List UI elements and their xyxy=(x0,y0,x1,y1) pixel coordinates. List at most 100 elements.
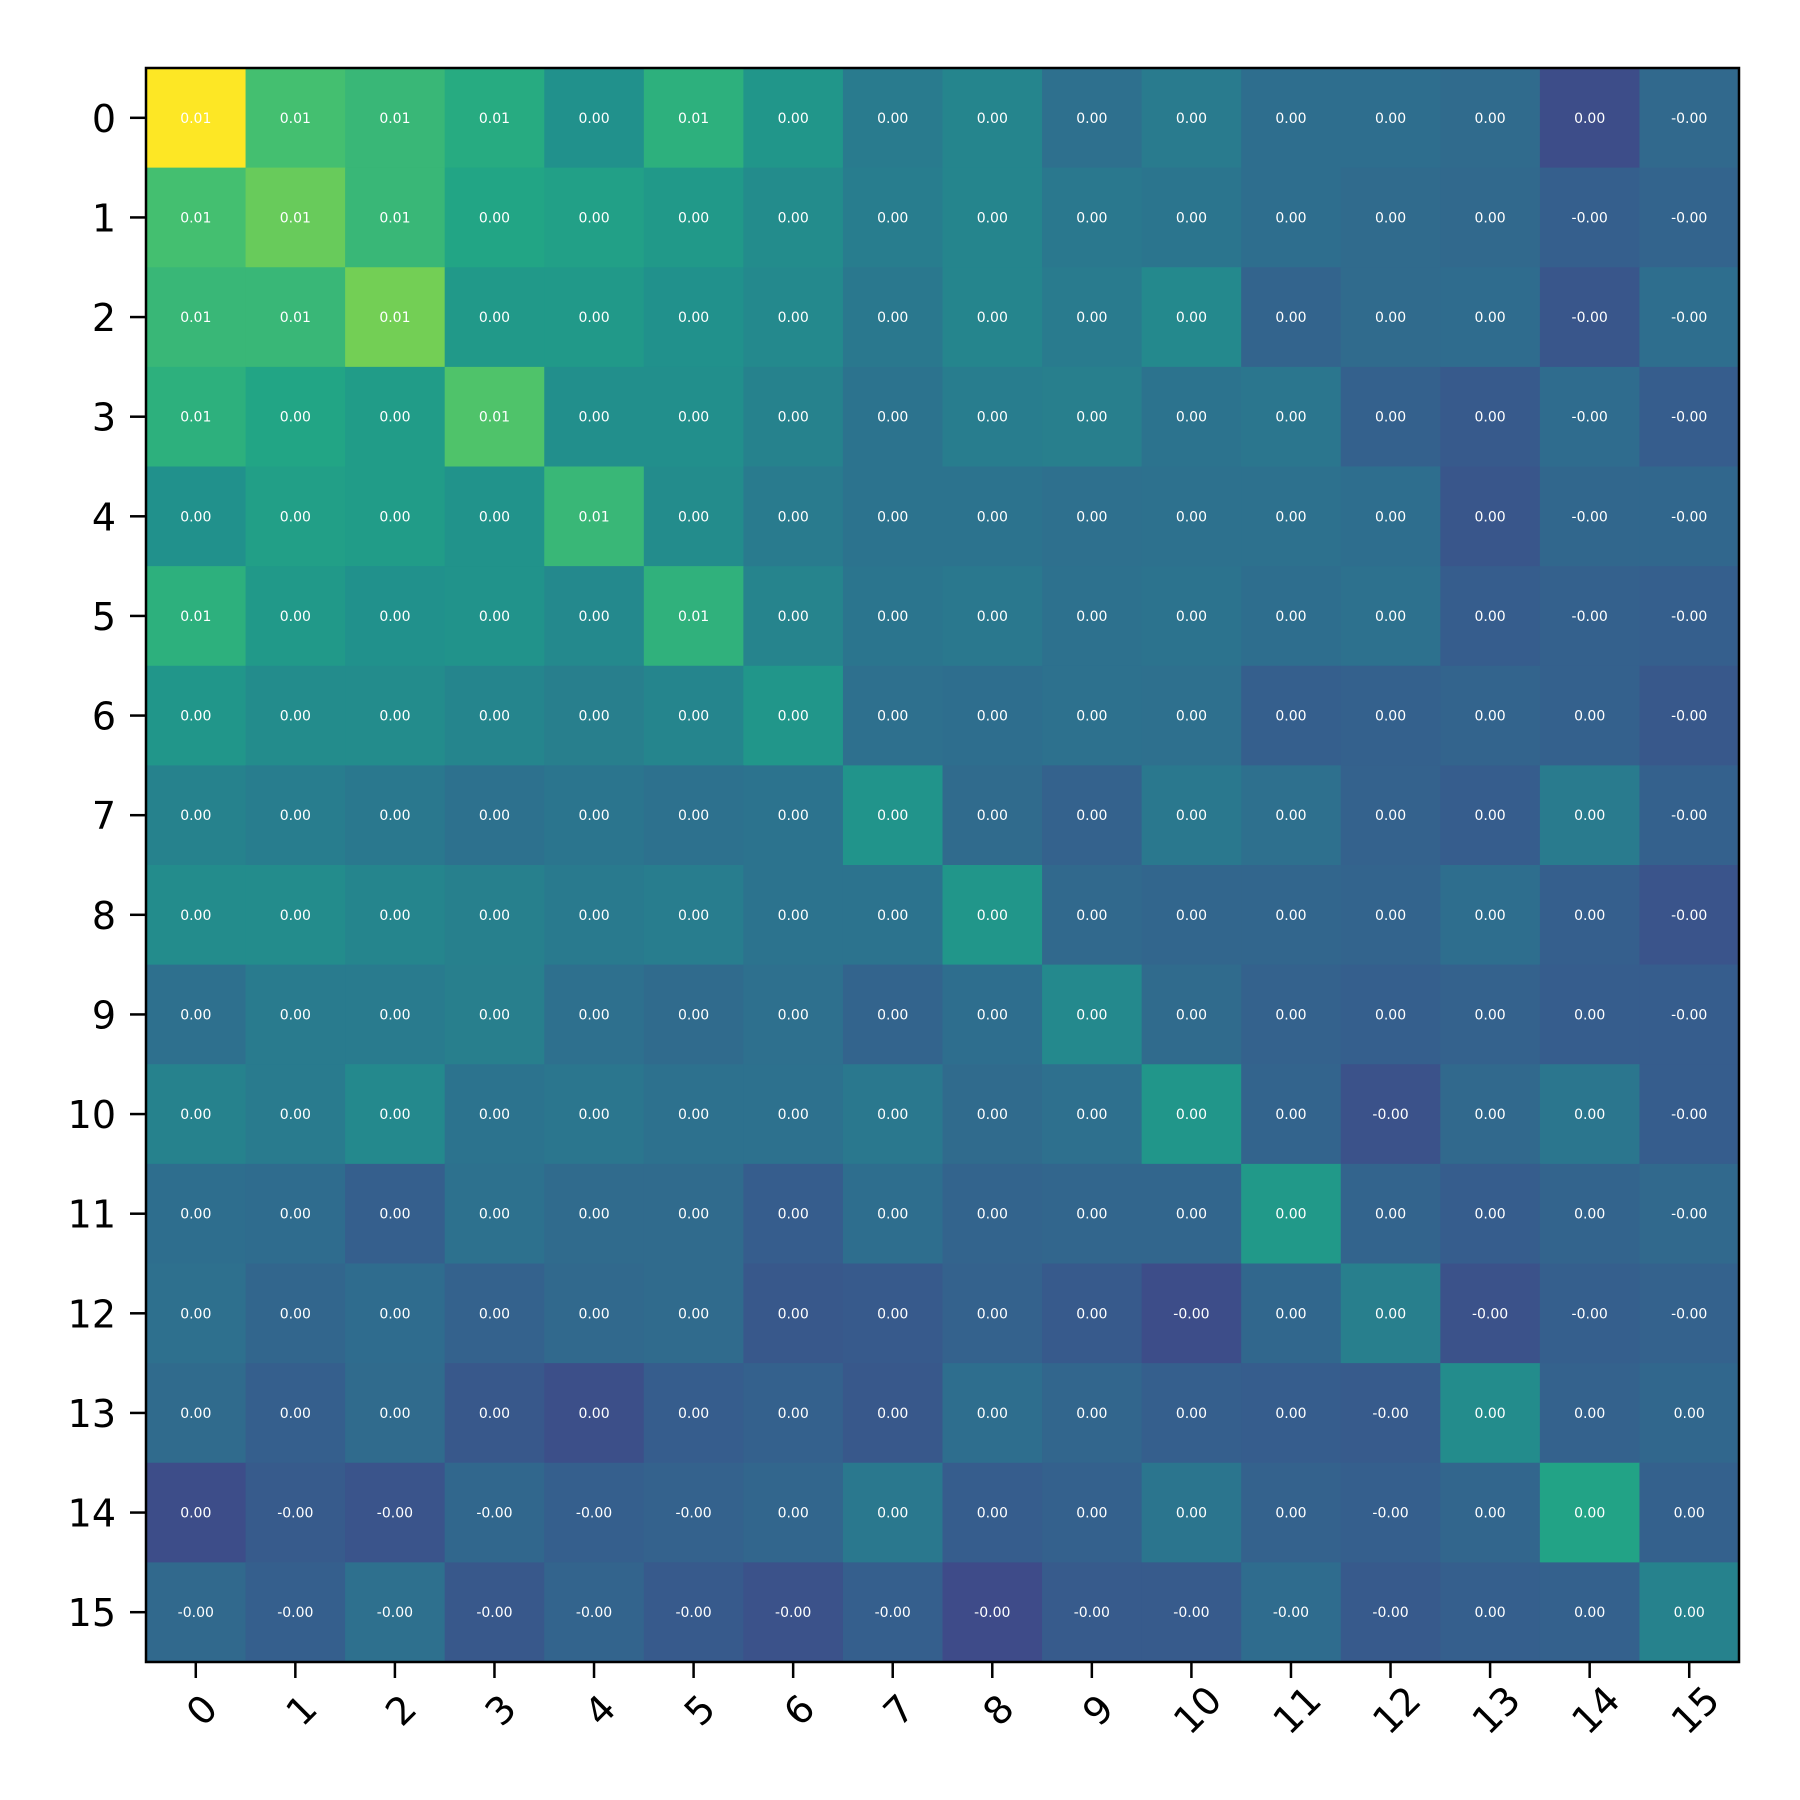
heatmap-cell-4-7 xyxy=(842,466,944,567)
heatmap-cell-6-13 xyxy=(1440,665,1541,766)
y-tick-label-0: 0 xyxy=(92,97,116,141)
heatmap-cell-1-9 xyxy=(1042,167,1143,268)
cell-value-label-7-1: 0.00 xyxy=(280,808,311,824)
heatmap-cell-0-8 xyxy=(942,68,1043,169)
heatmap-cell-4-8 xyxy=(942,466,1043,567)
cell-value-label-14-15: 0.00 xyxy=(1674,1506,1705,1522)
heatmap-cell-2-2 xyxy=(345,267,446,368)
cell-value-label-2-4: 0.00 xyxy=(578,310,609,326)
heatmap-cell-7-6 xyxy=(743,765,844,866)
heatmap-cell-0-6 xyxy=(743,68,844,169)
x-tick-label-0: 0 xyxy=(178,1686,226,1734)
heatmap-cell-12-5 xyxy=(643,1263,744,1364)
heatmap-cell-7-15 xyxy=(1639,765,1740,866)
heatmap-cell-5-1 xyxy=(245,566,346,667)
heatmap-cell-6-3 xyxy=(444,665,545,766)
cell-value-label-3-14: -0.00 xyxy=(1572,410,1608,426)
x-tick-label-7: 7 xyxy=(875,1686,923,1734)
heatmap-cell-11-10 xyxy=(1141,1163,1242,1265)
heatmap-cell-13-11 xyxy=(1241,1363,1342,1464)
cell-value-label-8-2: 0.00 xyxy=(379,908,410,924)
heatmap-cell-12-9 xyxy=(1042,1263,1143,1364)
cell-value-label-4-10: 0.00 xyxy=(1176,509,1207,525)
heatmap-cell-9-12 xyxy=(1340,964,1441,1065)
x-tick-label-11: 11 xyxy=(1265,1678,1330,1743)
cell-value-label-11-10: 0.00 xyxy=(1176,1207,1207,1223)
heatmap-cell-12-13 xyxy=(1440,1263,1541,1364)
cell-value-label-0-10: 0.00 xyxy=(1176,111,1207,127)
heatmap-cell-15-5 xyxy=(643,1562,744,1663)
heatmap-cell-7-2 xyxy=(345,765,446,866)
heatmap-cell-13-0 xyxy=(146,1363,247,1464)
heatmap-cell-10-8 xyxy=(942,1064,1043,1165)
heatmap-cell-2-13 xyxy=(1440,267,1541,368)
heatmap-cell-13-15 xyxy=(1639,1363,1740,1464)
cell-value-label-8-8: 0.00 xyxy=(977,908,1008,924)
heatmap-cell-8-11 xyxy=(1241,865,1342,966)
heatmap-cell-10-5 xyxy=(643,1064,744,1165)
cell-value-label-7-6: 0.00 xyxy=(778,808,809,824)
y-tick-label-13: 13 xyxy=(68,1392,116,1436)
heatmap-cell-15-0 xyxy=(146,1562,247,1663)
cell-value-label-1-13: 0.00 xyxy=(1475,210,1506,226)
cell-value-label-15-15: 0.00 xyxy=(1674,1605,1705,1621)
cell-value-label-9-14: 0.00 xyxy=(1574,1007,1605,1023)
heatmap-cell-5-13 xyxy=(1440,566,1541,667)
heatmap-cell-8-13 xyxy=(1440,865,1541,966)
cell-value-label-4-7: 0.00 xyxy=(877,509,908,525)
heatmap-cells xyxy=(146,68,1740,1663)
heatmap-cell-11-11 xyxy=(1241,1163,1342,1265)
heatmap-cell-15-12 xyxy=(1340,1562,1441,1663)
heatmap-cell-2-15 xyxy=(1639,267,1740,368)
heatmap-cell-13-8 xyxy=(942,1363,1043,1464)
cell-value-label-5-2: 0.00 xyxy=(379,609,410,625)
cell-value-label-8-1: 0.00 xyxy=(280,908,311,924)
cell-value-label-3-12: 0.00 xyxy=(1375,410,1406,426)
cell-value-label-12-4: 0.00 xyxy=(578,1306,609,1322)
cell-value-label-9-0: 0.00 xyxy=(180,1007,211,1023)
heatmap-cell-10-11 xyxy=(1241,1064,1342,1165)
heatmap-cell-12-14 xyxy=(1539,1263,1641,1364)
cell-value-label-4-2: 0.00 xyxy=(379,509,410,525)
cell-value-label-15-13: 0.00 xyxy=(1475,1605,1506,1621)
cell-value-label-6-13: 0.00 xyxy=(1475,709,1506,725)
heatmap-cell-15-15 xyxy=(1639,1562,1740,1663)
heatmap-cell-1-2 xyxy=(345,167,446,268)
cell-value-label-11-14: 0.00 xyxy=(1574,1207,1605,1223)
heatmap-cell-9-7 xyxy=(842,964,944,1065)
cell-value-label-14-2: -0.00 xyxy=(377,1506,413,1522)
cell-value-label-2-8: 0.00 xyxy=(977,310,1008,326)
cell-value-label-0-2: 0.01 xyxy=(379,111,410,127)
cell-value-label-13-3: 0.00 xyxy=(479,1406,510,1422)
heatmap-cell-2-5 xyxy=(643,267,744,368)
cell-value-label-8-14: 0.00 xyxy=(1574,908,1605,924)
cell-value-label-13-13: 0.00 xyxy=(1475,1406,1506,1422)
heatmap-cell-3-0 xyxy=(146,366,247,468)
cell-value-label-10-0: 0.00 xyxy=(180,1107,211,1123)
heatmap-cell-8-8 xyxy=(942,865,1043,966)
heatmap-cell-7-8 xyxy=(942,765,1043,866)
cell-value-label-1-14: -0.00 xyxy=(1572,210,1608,226)
heatmap-cell-15-8 xyxy=(942,1562,1043,1663)
heatmap-cell-12-1 xyxy=(245,1263,346,1364)
heatmap-cell-10-0 xyxy=(146,1064,247,1165)
heatmap-cell-7-4 xyxy=(544,765,645,866)
x-tick-label-6: 6 xyxy=(775,1686,823,1734)
cell-value-label-10-6: 0.00 xyxy=(778,1107,809,1123)
heatmap-cell-1-15 xyxy=(1639,167,1740,268)
heatmap-cell-7-5 xyxy=(643,765,744,866)
x-axis: 0 1 2 3 4 5 6 7 8 9 10 11 12 13 14 15 xyxy=(178,1662,1728,1743)
heatmap-cell-7-7 xyxy=(842,765,944,866)
cell-value-label-7-12: 0.00 xyxy=(1375,808,1406,824)
heatmap-cell-14-13 xyxy=(1440,1462,1541,1563)
cell-value-label-12-5: 0.00 xyxy=(678,1306,709,1322)
cell-value-label-12-15: -0.00 xyxy=(1671,1306,1707,1322)
cell-value-label-2-7: 0.00 xyxy=(877,310,908,326)
heatmap-cell-14-5 xyxy=(643,1462,744,1563)
heatmap-cell-3-2 xyxy=(345,366,446,468)
cell-value-label-6-11: 0.00 xyxy=(1275,709,1306,725)
heatmap-cell-3-4 xyxy=(544,366,645,468)
cell-value-label-5-9: 0.00 xyxy=(1076,609,1107,625)
cell-value-label-15-11: -0.00 xyxy=(1273,1605,1309,1621)
heatmap-cell-4-4 xyxy=(544,466,645,567)
